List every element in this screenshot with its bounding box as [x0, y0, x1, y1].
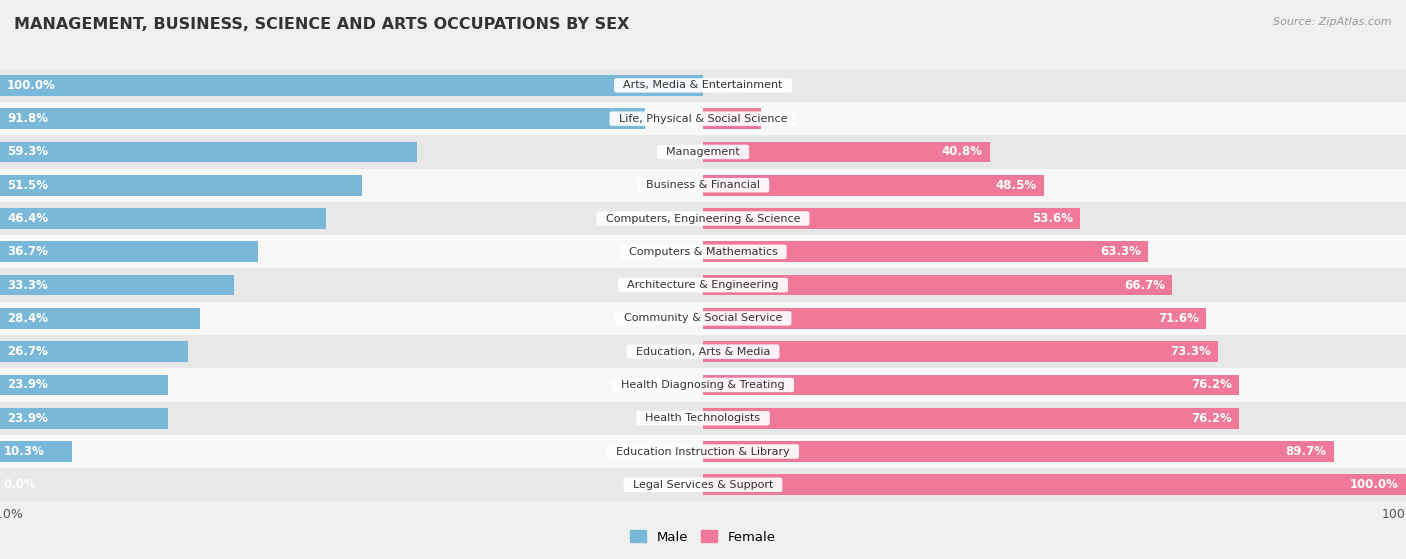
Bar	[0, 468, 1406, 501]
Bar	[0, 275, 233, 295]
Text: Computers & Mathematics: Computers & Mathematics	[621, 247, 785, 257]
Text: 40.8%: 40.8%	[942, 145, 983, 158]
Text: 100.0%: 100.0%	[1350, 479, 1399, 491]
Bar	[0, 401, 1406, 435]
Text: Community & Social Service: Community & Social Service	[617, 314, 789, 323]
Text: Arts, Media & Entertainment: Arts, Media & Entertainment	[616, 80, 790, 91]
Bar	[0, 108, 645, 129]
Text: 53.6%: 53.6%	[1032, 212, 1073, 225]
Text: 73.3%: 73.3%	[1171, 345, 1212, 358]
Bar	[703, 208, 1080, 229]
Text: 91.8%: 91.8%	[7, 112, 48, 125]
Bar	[0, 408, 169, 429]
Text: 26.7%: 26.7%	[7, 345, 48, 358]
Bar	[0, 335, 1406, 368]
Legend: Male, Female: Male, Female	[626, 525, 780, 549]
Bar	[0, 241, 259, 262]
Text: 63.3%: 63.3%	[1099, 245, 1142, 258]
Bar	[703, 141, 990, 162]
Bar	[0, 135, 1406, 169]
Text: Business & Financial: Business & Financial	[638, 180, 768, 190]
Bar	[703, 275, 1173, 295]
Bar	[0, 141, 418, 162]
Text: Computers, Engineering & Science: Computers, Engineering & Science	[599, 214, 807, 224]
Bar	[0, 368, 1406, 401]
Bar	[0, 375, 169, 395]
Text: Education Instruction & Library: Education Instruction & Library	[609, 447, 797, 457]
Text: 23.9%: 23.9%	[7, 378, 48, 391]
Bar	[0, 435, 1406, 468]
Bar	[703, 475, 1406, 495]
Text: 46.4%: 46.4%	[7, 212, 48, 225]
Bar	[0, 202, 1406, 235]
Bar	[703, 408, 1239, 429]
Text: 100.0%: 100.0%	[7, 79, 56, 92]
Text: 10.3%: 10.3%	[3, 445, 44, 458]
Text: Life, Physical & Social Science: Life, Physical & Social Science	[612, 113, 794, 124]
Text: Education, Arts & Media: Education, Arts & Media	[628, 347, 778, 357]
Text: 33.3%: 33.3%	[7, 278, 48, 292]
Bar	[703, 375, 1239, 395]
Bar	[0, 342, 188, 362]
Text: 51.5%: 51.5%	[7, 179, 48, 192]
Bar	[703, 108, 761, 129]
Text: MANAGEMENT, BUSINESS, SCIENCE AND ARTS OCCUPATIONS BY SEX: MANAGEMENT, BUSINESS, SCIENCE AND ARTS O…	[14, 17, 630, 32]
Bar	[0, 75, 703, 96]
Bar	[703, 175, 1043, 196]
Bar	[0, 235, 1406, 268]
Bar	[0, 69, 1406, 102]
Bar	[0, 175, 363, 196]
Bar	[0, 308, 200, 329]
Bar	[0, 302, 1406, 335]
Text: 89.7%: 89.7%	[1285, 445, 1327, 458]
Bar	[0, 441, 72, 462]
Text: Architecture & Engineering: Architecture & Engineering	[620, 280, 786, 290]
Bar	[0, 102, 1406, 135]
Bar	[703, 441, 1333, 462]
Bar	[703, 308, 1206, 329]
Text: 48.5%: 48.5%	[995, 179, 1038, 192]
Text: 8.2%: 8.2%	[768, 112, 797, 125]
Text: 59.3%: 59.3%	[7, 145, 48, 158]
Text: Source: ZipAtlas.com: Source: ZipAtlas.com	[1274, 17, 1392, 27]
Text: 23.9%: 23.9%	[7, 412, 48, 425]
Text: 36.7%: 36.7%	[7, 245, 48, 258]
Text: Health Technologists: Health Technologists	[638, 413, 768, 423]
Text: 71.6%: 71.6%	[1159, 312, 1199, 325]
Text: 66.7%: 66.7%	[1123, 278, 1166, 292]
Text: 28.4%: 28.4%	[7, 312, 48, 325]
Text: 76.2%: 76.2%	[1191, 412, 1232, 425]
Bar	[703, 342, 1218, 362]
Text: Legal Services & Support: Legal Services & Support	[626, 480, 780, 490]
Bar	[0, 268, 1406, 302]
Text: Management: Management	[659, 147, 747, 157]
Text: 76.2%: 76.2%	[1191, 378, 1232, 391]
Bar	[0, 208, 326, 229]
Text: 0.0%: 0.0%	[3, 479, 37, 491]
Text: 0.0%: 0.0%	[710, 79, 740, 92]
Bar	[703, 241, 1147, 262]
Text: Health Diagnosing & Treating: Health Diagnosing & Treating	[614, 380, 792, 390]
Bar	[0, 169, 1406, 202]
